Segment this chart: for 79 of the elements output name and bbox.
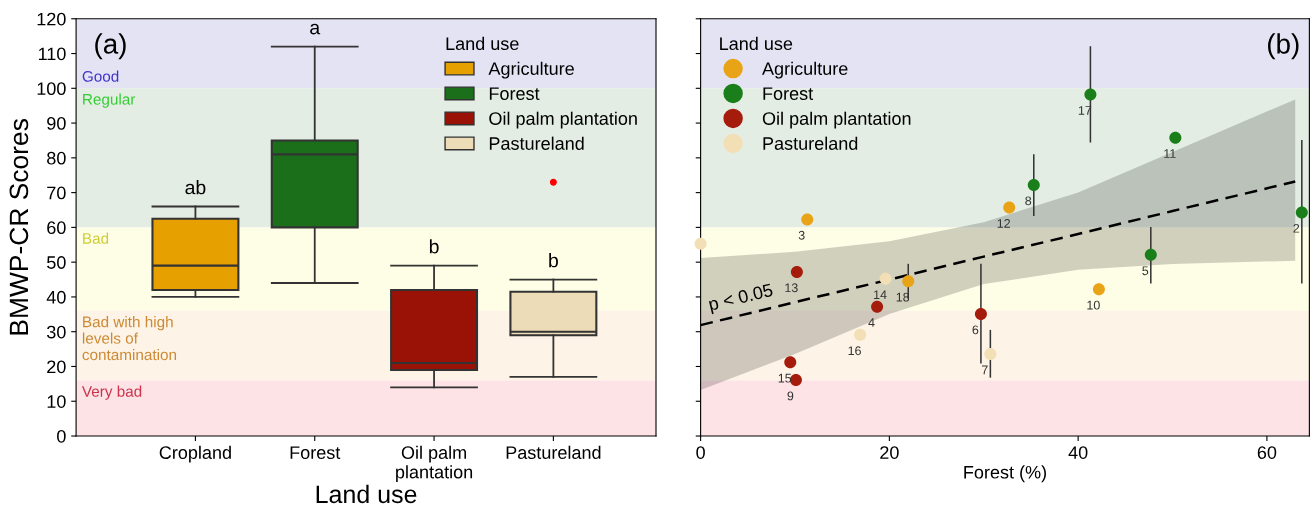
- point: [879, 272, 892, 285]
- annotation: 12: [997, 219, 1011, 228]
- annotation: p < 0.05: [708, 283, 775, 315]
- annotation: b: [429, 239, 439, 254]
- y-tick-label: 110: [38, 47, 66, 61]
- point: [1003, 201, 1016, 214]
- x-tick-label: Oil palm plantation: [396, 445, 473, 483]
- annotation: 7: [981, 365, 988, 375]
- point: [974, 307, 987, 320]
- point: [784, 356, 797, 369]
- annotation: 4: [868, 318, 875, 327]
- x-tick-label: 60: [1257, 446, 1277, 459]
- point: [1084, 88, 1097, 101]
- y-tick-label: 10: [47, 395, 66, 408]
- x-axis-title: Forest (%): [964, 465, 1047, 483]
- legend-title: Land use: [446, 36, 519, 51]
- band-label: Regular: [83, 93, 136, 108]
- x-tick-label: Cropland: [159, 445, 231, 463]
- legend-label: Agriculture: [762, 61, 848, 79]
- annotation: 5: [1142, 266, 1149, 276]
- annotation: 14: [874, 290, 887, 300]
- annotation: 10: [1087, 300, 1100, 310]
- legend-label: Oil palm plantation: [762, 111, 911, 129]
- y-axis-title: BMWP-CR Scores: [9, 119, 29, 335]
- x-tick-label: Pastureland: [506, 445, 601, 459]
- band-label: Good: [82, 70, 119, 82]
- y-tick-label: 0: [57, 429, 66, 443]
- point: [1092, 283, 1105, 296]
- annotation: 15: [778, 373, 792, 383]
- annotation: a: [310, 23, 321, 35]
- chart-title: (b): [1268, 33, 1299, 60]
- point: [854, 328, 867, 341]
- point: [694, 237, 707, 250]
- legend-label: Pastureland: [489, 136, 584, 150]
- annotation: 6: [972, 325, 979, 335]
- y-tick-label: 90: [47, 117, 66, 130]
- band-label: Bad with high levels of contamination: [82, 316, 177, 361]
- legend-label: Forest: [489, 87, 540, 100]
- annotation: 18: [896, 292, 910, 302]
- point: [871, 300, 884, 313]
- point: [1169, 131, 1182, 144]
- y-tick-label: 30: [46, 325, 66, 339]
- y-tick-label: 40: [46, 290, 66, 304]
- legend-label: Pastureland: [763, 136, 858, 150]
- annotation: ab: [185, 180, 206, 195]
- x-tick-label: 20: [880, 446, 899, 459]
- band-label: Very bad: [81, 385, 142, 400]
- legend-label: Agriculture: [488, 61, 574, 79]
- y-tick-label: 100: [37, 82, 66, 96]
- annotation: 9: [787, 391, 794, 401]
- annotation: 8: [1025, 196, 1032, 206]
- point: [801, 213, 814, 226]
- annotation: 16: [848, 346, 861, 356]
- x-axis-title: Land use: [316, 484, 417, 504]
- annotation: 13: [785, 283, 798, 293]
- point: [790, 265, 803, 278]
- y-tick-label: 20: [47, 360, 66, 374]
- legend-label: Oil palm plantation: [489, 111, 637, 129]
- point: [984, 347, 997, 360]
- y-tick-label: 60: [47, 221, 66, 235]
- point: [1295, 206, 1308, 219]
- x-tick-label: Forest: [290, 446, 341, 459]
- band-label: Bad: [83, 232, 109, 244]
- y-tick-label: 70: [47, 186, 66, 200]
- annotation: 3: [798, 230, 805, 240]
- point: [1027, 178, 1040, 191]
- chart-title: (a): [95, 33, 126, 60]
- annotation: 2: [1293, 223, 1300, 233]
- point: [902, 275, 915, 288]
- legend-label: Forest: [763, 87, 814, 100]
- point: [1144, 248, 1157, 261]
- x-tick-label: 0: [696, 446, 705, 459]
- annotation: b: [549, 253, 558, 268]
- y-tick-label: 80: [47, 151, 66, 165]
- x-tick-label: 40: [1068, 446, 1088, 459]
- legend-title: Land use: [720, 36, 793, 51]
- y-tick-label: 50: [47, 256, 66, 269]
- annotation: 11: [1164, 149, 1176, 158]
- y-tick-label: 120: [37, 12, 66, 26]
